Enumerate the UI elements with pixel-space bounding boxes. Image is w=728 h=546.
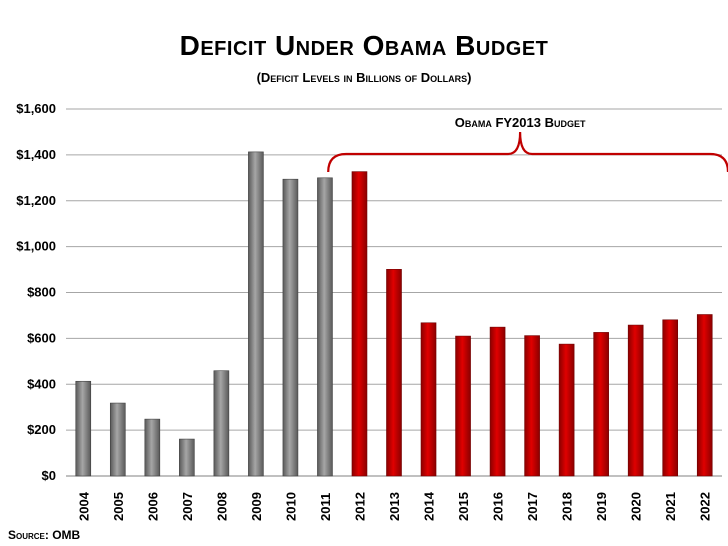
bar-2006 [144, 418, 161, 477]
chart-title: Deficit Under Obama Budget [179, 30, 549, 61]
x-tick-label: 2011 [318, 493, 333, 521]
y-axis-ticks: $0 $200 $400 $600 $800 $1,000 $1,200 $1,400 $1,6… [16, 101, 56, 483]
x-tick-label: 2018 [560, 492, 575, 521]
bar-2008 [213, 370, 230, 477]
bars [75, 151, 713, 477]
x-tick-label: 2014 [422, 491, 437, 521]
source-note: Source: OMB [8, 528, 81, 542]
bar-2011 [317, 177, 333, 477]
bar-2017 [524, 335, 540, 477]
bar-2005 [109, 402, 126, 477]
chart-subtitle: (Deficit Levels in Billions of Dollars) [256, 70, 472, 85]
x-tick-label: 2006 [145, 492, 160, 521]
brace-path [327, 131, 728, 173]
x-tick-label: 2005 [111, 492, 126, 521]
x-tick-label: 2012 [352, 492, 367, 521]
y-tick-label: $400 [27, 376, 56, 391]
bar-2013 [386, 269, 402, 477]
x-tick-label: 2004 [76, 491, 91, 521]
bar-2012 [351, 171, 368, 477]
bar-2018 [558, 343, 575, 477]
x-tick-label: 2016 [491, 492, 506, 521]
bar-2016 [489, 326, 506, 477]
y-tick-label: $0 [42, 468, 56, 483]
budget-brace [327, 131, 728, 173]
x-tick-label: 2009 [249, 492, 264, 521]
x-tick-label: 2022 [698, 492, 713, 521]
bar-2010 [282, 178, 299, 477]
annotation-obama-budget: Obama FY2013 Budget [455, 115, 586, 130]
bar-2022 [696, 314, 713, 477]
bar-2009 [248, 151, 264, 477]
bar-2004 [75, 380, 92, 477]
bar-2019 [593, 332, 609, 477]
bar-2014 [420, 322, 437, 477]
y-tick-label: $800 [27, 285, 56, 300]
y-tick-label: $600 [27, 330, 56, 345]
bar-2015 [455, 335, 471, 477]
y-tick-label: $1,200 [16, 193, 56, 208]
x-tick-label: 2015 [456, 492, 471, 521]
x-tick-label: 2017 [525, 492, 540, 521]
x-tick-label: 2019 [594, 492, 609, 521]
y-tick-label: $200 [27, 422, 56, 437]
bar-2007 [179, 438, 195, 477]
y-tick-label: $1,400 [16, 147, 56, 162]
x-axis-ticks: 2004 2005 2006 2007 2008 2009 2010 2011 2012 2013… [76, 491, 712, 521]
x-tick-label: 2020 [629, 492, 644, 521]
x-tick-label: 2010 [283, 492, 298, 521]
x-tick-label: 2013 [387, 492, 402, 521]
y-tick-label: $1,600 [16, 101, 56, 116]
bar-2020 [627, 324, 644, 477]
y-tick-label: $1,000 [16, 239, 56, 254]
x-tick-label: 2021 [663, 492, 678, 521]
x-tick-label: 2008 [214, 492, 229, 521]
bar-2021 [662, 319, 679, 477]
x-tick-label: 2007 [180, 492, 195, 521]
